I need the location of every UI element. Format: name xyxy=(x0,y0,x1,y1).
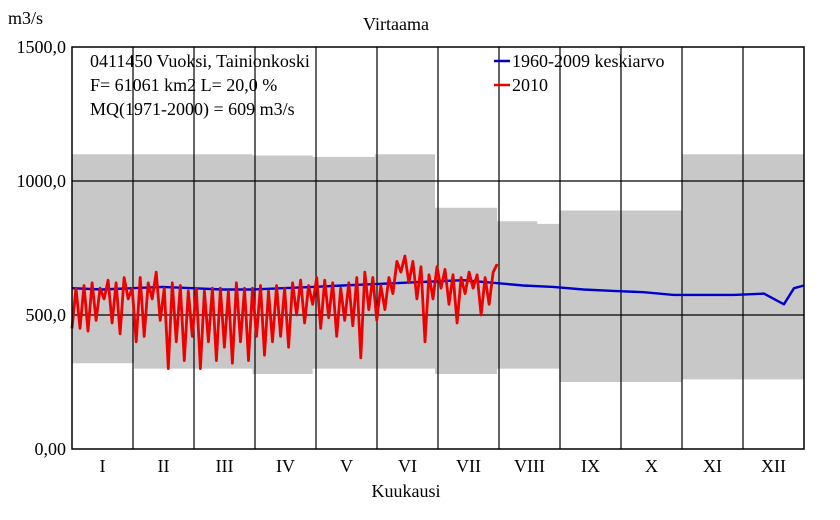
plot-frame xyxy=(71,46,805,450)
x-tick-label: V xyxy=(340,456,353,476)
x-tick-label: VII xyxy=(456,456,481,476)
info-mq: MQ(1971-2000) = 609 m3/s xyxy=(90,99,295,120)
x-tick-label: I xyxy=(100,456,106,476)
x-axis-label: Kuukausi xyxy=(372,481,441,501)
grid-layer xyxy=(72,47,804,449)
x-tick-label: II xyxy=(158,456,170,476)
y-axis-label: m3/s xyxy=(8,8,43,28)
x-tick-label: IV xyxy=(276,456,295,476)
y-tick-label: 500,0 xyxy=(26,305,67,325)
info-area: F= 61061 km2 L= 20,0 % xyxy=(90,75,277,95)
chart-title: Virtaama xyxy=(363,14,429,34)
info-station: 0411450 Vuoksi, Tainionkoski xyxy=(90,51,310,71)
x-tick-label: XI xyxy=(703,456,722,476)
series-line-2010 xyxy=(70,254,499,370)
x-tick-label: XII xyxy=(761,456,786,476)
y-tick-label: 1000,0 xyxy=(17,171,67,191)
x-tick-label: IX xyxy=(581,456,600,476)
series-layer xyxy=(70,254,805,370)
legend: 1960-2009 keskiarvo 2010 xyxy=(494,51,664,95)
x-tick-label: VI xyxy=(398,456,417,476)
x-tick-label: VIII xyxy=(514,456,545,476)
y-tick-label: 0,00 xyxy=(35,439,67,459)
legend-label-mean: 1960-2009 keskiarvo xyxy=(512,51,664,71)
x-tick-label: III xyxy=(216,456,234,476)
x-tick-label: X xyxy=(645,456,658,476)
info-box: 0411450 Vuoksi, Tainionkoski F= 61061 km… xyxy=(90,51,310,120)
y-tick-label: 1500,0 xyxy=(17,37,67,57)
legend-label-2010: 2010 xyxy=(512,75,548,95)
